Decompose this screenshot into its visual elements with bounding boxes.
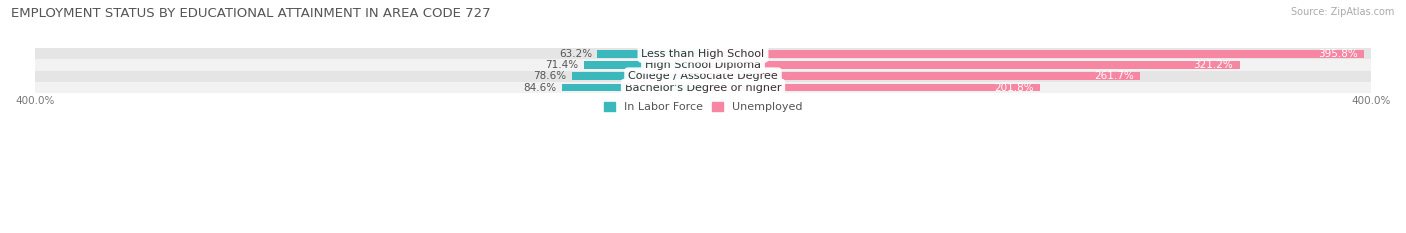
- Text: 84.6%: 84.6%: [523, 82, 557, 93]
- Bar: [703, 50, 1364, 58]
- Text: EMPLOYMENT STATUS BY EDUCATIONAL ATTAINMENT IN AREA CODE 727: EMPLOYMENT STATUS BY EDUCATIONAL ATTAINM…: [11, 7, 491, 20]
- Text: Less than High School: Less than High School: [641, 49, 765, 59]
- Bar: [703, 84, 1040, 91]
- Text: 63.2%: 63.2%: [560, 49, 592, 59]
- Bar: [703, 72, 1140, 80]
- Bar: [561, 84, 703, 91]
- Bar: [583, 61, 703, 69]
- Text: 321.2%: 321.2%: [1194, 60, 1233, 70]
- Text: High School Diploma: High School Diploma: [645, 60, 761, 70]
- Text: College / Associate Degree: College / Associate Degree: [628, 71, 778, 81]
- Bar: [35, 48, 1371, 59]
- Legend: In Labor Force, Unemployed: In Labor Force, Unemployed: [599, 98, 807, 117]
- Bar: [572, 72, 703, 80]
- Text: 71.4%: 71.4%: [546, 60, 579, 70]
- Text: 78.6%: 78.6%: [533, 71, 567, 81]
- Bar: [35, 71, 1371, 82]
- Text: Source: ZipAtlas.com: Source: ZipAtlas.com: [1291, 7, 1395, 17]
- Bar: [703, 61, 1240, 69]
- Text: Bachelor's Degree or higher: Bachelor's Degree or higher: [624, 82, 782, 93]
- Text: 395.8%: 395.8%: [1317, 49, 1358, 59]
- Bar: [35, 82, 1371, 93]
- Text: 261.7%: 261.7%: [1094, 71, 1133, 81]
- Bar: [598, 50, 703, 58]
- Bar: [35, 59, 1371, 71]
- Text: 201.8%: 201.8%: [994, 82, 1033, 93]
